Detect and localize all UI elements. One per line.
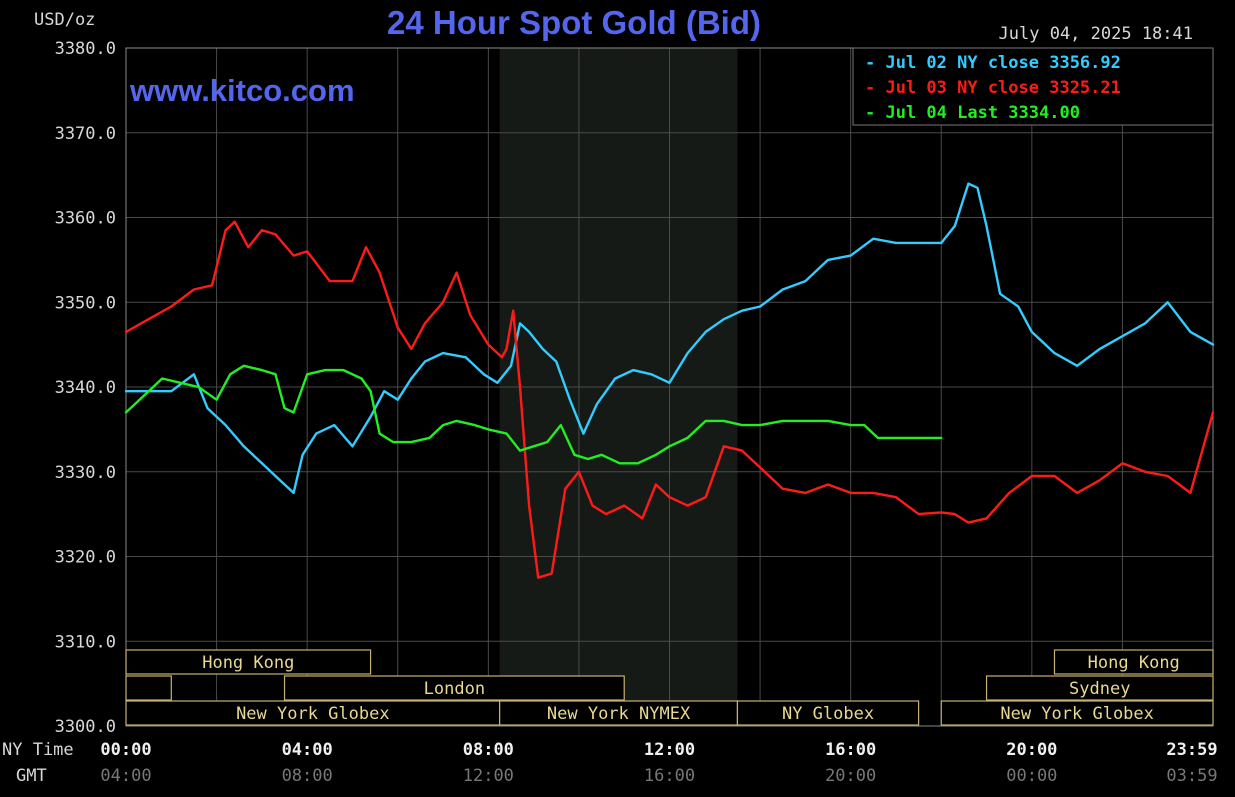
y-tick-label: 3350.0	[55, 293, 116, 313]
legend: - Jul 02 NY close 3356.92 - Jul 03 NY clo…	[852, 47, 1214, 126]
x-tick-label-ny: 00:00	[100, 740, 151, 760]
legend-entry: - Jul 03 NY close 3325.21	[865, 78, 1121, 98]
legend-entry: - Jul 02 NY close 3356.92	[865, 53, 1121, 73]
series-lines	[124, 182, 1215, 579]
x-tick-label-ny: 20:00	[1006, 740, 1057, 760]
session-bar	[125, 675, 172, 701]
x-tick-label-gmt: 12:00	[463, 766, 514, 786]
x-tick-label-gmt: 00:00	[1006, 766, 1057, 786]
legend-box	[852, 47, 1214, 126]
x-tick-label-ny: 23:59	[1166, 740, 1217, 760]
y-tick-label: 3340.0	[55, 378, 116, 398]
x-tick-label-gmt: 08:00	[282, 766, 333, 786]
x-tick-label-ny: 12:00	[644, 740, 695, 760]
session-bar	[940, 700, 1214, 726]
legend-entry: - Jul 04 Last 3334.00	[865, 103, 1080, 123]
axes: 3380.0 3370.0 3360.0 3350.0 3340.0 3330.0 3320…	[2, 39, 1218, 786]
session-bar	[499, 700, 739, 726]
session-bar	[736, 700, 920, 726]
x-tick-label-ny: 04:00	[282, 740, 333, 760]
y-tick-label: 3380.0	[55, 39, 116, 59]
session-label: London	[424, 679, 485, 699]
y-tick-label: 3310.0	[55, 632, 116, 652]
y-tick-label: 3300.0	[55, 717, 116, 737]
session-bars: Hong Kong London New York Globex New York N…	[125, 649, 1214, 726]
series-line-1	[124, 220, 1215, 579]
watermark: www.kitco.com	[129, 73, 355, 108]
plot-border	[125, 47, 1214, 727]
session-bar	[283, 675, 625, 701]
x-tick-label-gmt: 16:00	[644, 766, 695, 786]
session-label: Sydney	[1069, 679, 1130, 699]
session-bar	[125, 700, 501, 726]
series-line-0	[124, 182, 1215, 495]
session-label: Hong Kong	[1088, 653, 1180, 673]
session-label: New York NYMEX	[547, 704, 691, 724]
session-bar	[125, 649, 372, 675]
y-tick-label: 3370.0	[55, 124, 116, 144]
series-line-2	[124, 364, 943, 465]
timestamp: July 04, 2025 18:41	[999, 24, 1193, 44]
session-label: Hong Kong	[202, 653, 294, 673]
gridlines	[125, 47, 1214, 727]
y-tick-label: 3330.0	[55, 463, 116, 483]
x-tick-label-gmt: 04:00	[100, 766, 151, 786]
x-tick-label-gmt: 03:59	[1166, 766, 1217, 786]
session-label: New York Globex	[236, 704, 390, 724]
gmt-row-label: GMT	[16, 766, 47, 786]
x-tick-label-ny: 16:00	[825, 740, 876, 760]
session-label: New York Globex	[1000, 704, 1154, 724]
ny-time-row-label: NY Time	[2, 740, 74, 760]
y-tick-label: 3360.0	[55, 209, 116, 229]
x-tick-label-ny: 08:00	[463, 740, 514, 760]
session-label: NY Globex	[782, 704, 874, 724]
session-bar	[1053, 649, 1214, 675]
y-tick-label: 3320.0	[55, 548, 116, 568]
unit-label: USD/oz	[34, 10, 95, 30]
x-tick-label-gmt: 20:00	[825, 766, 876, 786]
session-bar	[985, 675, 1214, 701]
chart-title: 24 Hour Spot Gold (Bid)	[387, 4, 761, 41]
